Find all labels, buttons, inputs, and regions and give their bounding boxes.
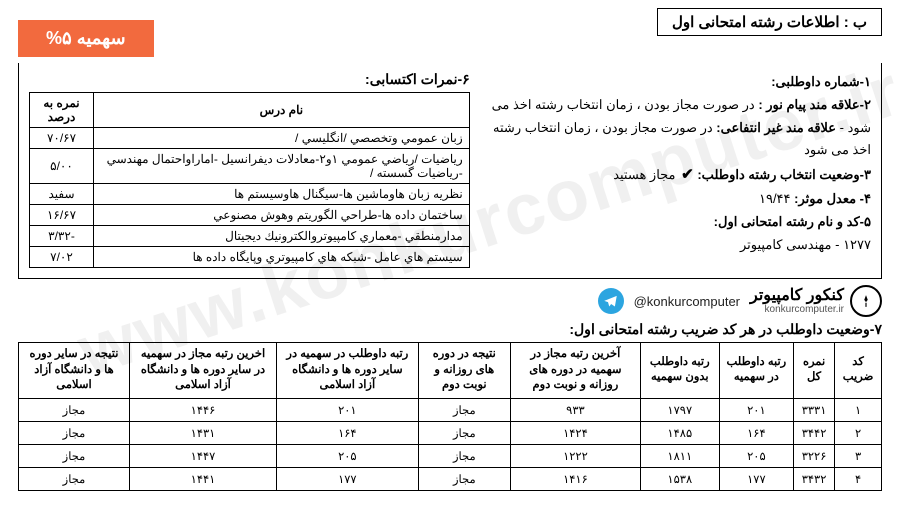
brand-name: کنکور کامپیوتر (750, 287, 844, 305)
ranks-header-row: کد ضریبنمره کلرتبه داوطلب در سهمیهرتبه د… (19, 343, 882, 399)
table-cell: ۲۰۱ (277, 398, 419, 421)
table-cell: ۹۳۳ (510, 398, 640, 421)
label-nonprofit: علاقه مند غیر انتفاعی: (716, 120, 836, 135)
table-cell: مجاز (19, 421, 130, 444)
value-gpa: ۱۹/۴۴ (759, 191, 791, 206)
label-applicant-no: ۱-شماره داوطلبی: (771, 74, 871, 89)
table-cell: ۱۶۴ (719, 421, 793, 444)
table-cell: ۲۰۵ (277, 444, 419, 467)
table-cell: مدارمنطقي -معماري كامپيوتروالكترونيك ديج… (94, 226, 470, 247)
table-cell: مجاز (418, 421, 510, 444)
table-cell: ۱۴۱۶ (510, 467, 640, 490)
table-cell: رياضيات /رياضي عمومي ۱و۲-معادلات ديفرانس… (94, 149, 470, 184)
quota-badge: سهمیه ۵% (18, 20, 154, 57)
value-major-code: ۱۲۷۷ - مهندسی کامپیوتر (484, 234, 871, 257)
ranks-col-header: آخرین رتبه مجاز در سهمیه در دوره های روز… (510, 343, 640, 399)
table-row: ۲۳۴۴۲۱۶۴۱۴۸۵۱۴۲۴مجاز۱۶۴۱۴۳۱مجاز (19, 421, 882, 444)
table-cell: ۱۶۴ (277, 421, 419, 444)
table-cell: ۵/۰۰ (30, 149, 94, 184)
ranks-col-header: رتبه داوطلب بدون سهمیه (640, 343, 719, 399)
table-cell: ۱۴۴۶ (129, 398, 276, 421)
table-cell: ۲۰۱ (719, 398, 793, 421)
ranks-col-header: نمره کل (794, 343, 835, 399)
brand-logo: کنکور کامپیوتر konkurcomputer.ir (750, 285, 882, 317)
table-row: رياضيات /رياضي عمومي ۱و۲-معادلات ديفرانس… (30, 149, 470, 184)
table-row: ساختمان داده ها-طراحي الگوريتم وهوش مصنو… (30, 205, 470, 226)
ranks-col-header: کد ضریب (835, 343, 882, 399)
table-cell: مجاز (418, 444, 510, 467)
table-cell: مجاز (19, 467, 130, 490)
label-gpa: ۴- معدل موثر: (794, 191, 871, 206)
logo-row: @konkurcomputer کنکور کامپیوتر konkurcom… (18, 285, 882, 317)
scores-column: ۶-نمرات اکتسابی: نام درس نمره به درصد زب… (29, 71, 470, 268)
table-cell: سفید (30, 184, 94, 205)
brand-url: konkurcomputer.ir (750, 304, 844, 315)
table-cell: ۴ (835, 467, 882, 490)
header-row: ب : اطلاعات رشته امتحانی اول سهمیه ۵% (18, 8, 882, 57)
table-cell: ۲۰۵ (719, 444, 793, 467)
pen-icon (850, 285, 882, 317)
ranks-table: کد ضریبنمره کلرتبه داوطلب در سهمیهرتبه د… (18, 342, 882, 491)
table-cell: ۱۴۸۵ (640, 421, 719, 444)
table-cell: ۱۶/۶۷ (30, 205, 94, 226)
ranks-title: ۷-وضعیت داوطلب در هر کد ضریب رشته امتحان… (18, 321, 882, 338)
table-cell: ۳۴۴۲ (794, 421, 835, 444)
table-row: نظريه زبان هاوماشين ها-سيگنال هاوسيستم ه… (30, 184, 470, 205)
table-cell: نظريه زبان هاوماشين ها-سيگنال هاوسيستم ه… (94, 184, 470, 205)
table-row: مدارمنطقي -معماري كامپيوتروالكترونيك ديج… (30, 226, 470, 247)
table-cell: زبان عمومي وتخصصي /انگليسي / (94, 128, 470, 149)
table-cell: ۳ (835, 444, 882, 467)
table-cell: ۱ (835, 398, 882, 421)
table-cell: ۱۵۳۸ (640, 467, 719, 490)
applicant-info-column: ۱-شماره داوطلبی: ۲-علاقه مند پیام نور : … (484, 71, 871, 268)
table-cell: مجاز (418, 467, 510, 490)
scores-title: ۶-نمرات اکتسابی: (29, 71, 470, 88)
table-row: ۴۳۴۳۲۱۷۷۱۵۳۸۱۴۱۶مجاز۱۷۷۱۴۴۱مجاز (19, 467, 882, 490)
table-cell: ۱۷۷ (277, 467, 419, 490)
label-selection-status: ۳-وضعیت انتخاب رشته داوطلب: (697, 167, 871, 182)
table-cell: ۳۳۳۱ (794, 398, 835, 421)
table-cell: مجاز (19, 398, 130, 421)
table-cell: -۳/۳۲ (30, 226, 94, 247)
table-cell: ۱۲۲۲ (510, 444, 640, 467)
text-allowed: مجاز هستید (613, 167, 675, 182)
table-cell: ۷۰/۶۷ (30, 128, 94, 149)
table-cell: سيستم هاي عامل -شبكه هاي كامپيوتري وپايگ… (94, 247, 470, 268)
table-cell: ۱۴۳۱ (129, 421, 276, 444)
table-row: سيستم هاي عامل -شبكه هاي كامپيوتري وپايگ… (30, 247, 470, 268)
ranks-col-header: نتیجه در دوره های روزانه و نوبت دوم (418, 343, 510, 399)
table-cell: ۱۴۲۴ (510, 421, 640, 444)
table-cell: مجاز (418, 398, 510, 421)
scores-table: نام درس نمره به درصد زبان عمومي وتخصصي /… (29, 92, 470, 268)
table-cell: مجاز (19, 444, 130, 467)
table-cell: ۳۴۳۲ (794, 467, 835, 490)
table-cell: ۱۸۱۱ (640, 444, 719, 467)
col-course-name: نام درس (94, 93, 470, 128)
table-row: ۳۳۲۲۶۲۰۵۱۸۱۱۱۲۲۲مجاز۲۰۵۱۴۴۷مجاز (19, 444, 882, 467)
telegram-handle: @konkurcomputer (634, 294, 740, 309)
table-cell: ۱۷۹۷ (640, 398, 719, 421)
ranks-col-header: رتبه داوطلب در سهمیه (719, 343, 793, 399)
ranks-col-header: رتبه داوطلب در سهمیه در سایر دوره ها و د… (277, 343, 419, 399)
table-cell: ۷/۰۲ (30, 247, 94, 268)
table-cell: ساختمان داده ها-طراحي الگوريتم وهوش مصنو… (94, 205, 470, 226)
table-row: ۱۳۳۳۱۲۰۱۱۷۹۷۹۳۳مجاز۲۰۱۱۴۴۶مجاز (19, 398, 882, 421)
label-major-code: ۵-کد و نام رشته امتحانی اول: (714, 214, 871, 229)
table-cell: ۱۴۴۷ (129, 444, 276, 467)
table-cell: ۱۴۴۱ (129, 467, 276, 490)
ranks-col-header: اخرین رتبه مجاز در سهمیه در سایر دوره ها… (129, 343, 276, 399)
section-title-box: ب : اطلاعات رشته امتحانی اول (657, 8, 882, 36)
label-payamnoor: ۲-علاقه مند پیام نور : (758, 97, 871, 112)
table-cell: ۳۲۲۶ (794, 444, 835, 467)
table-cell: ۱۷۷ (719, 467, 793, 490)
scores-header-row: نام درس نمره به درصد (30, 93, 470, 128)
table-cell: ۲ (835, 421, 882, 444)
ranks-col-header: نتیجه در سایر دوره ها و دانشگاه آزاد اسل… (19, 343, 130, 399)
telegram-icon (598, 288, 624, 314)
page-content: ب : اطلاعات رشته امتحانی اول سهمیه ۵% ۱-… (18, 8, 882, 491)
top-info-section: ۱-شماره داوطلبی: ۲-علاقه مند پیام نور : … (18, 63, 882, 279)
table-row: زبان عمومي وتخصصي /انگليسي /۷۰/۶۷ (30, 128, 470, 149)
check-icon: ✔ (681, 162, 694, 188)
col-percent: نمره به درصد (30, 93, 94, 128)
